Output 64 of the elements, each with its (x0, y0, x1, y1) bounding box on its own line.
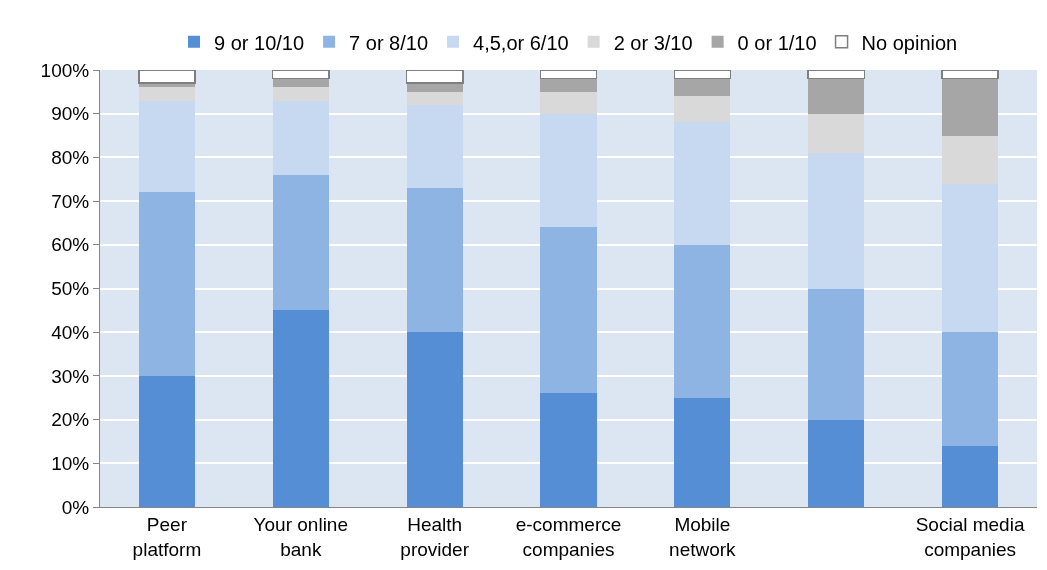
legend-label: 9 or 10/10 (214, 31, 305, 54)
y-tick-label: 10% (51, 452, 90, 474)
bar (406, 83, 463, 92)
bar (674, 78, 731, 97)
bar (272, 174, 329, 311)
legend-label: No opinion (861, 31, 958, 54)
bar (941, 332, 999, 446)
bar (138, 192, 196, 376)
bar (272, 78, 329, 88)
bar (807, 70, 866, 80)
bar (941, 445, 999, 507)
bar (674, 244, 731, 398)
y-tick-label: 60% (51, 234, 90, 256)
y-tick-label: 40% (51, 321, 90, 343)
bar (808, 419, 865, 507)
bar (540, 393, 597, 507)
bar (272, 100, 329, 175)
x-tick-label: Health provider (400, 513, 470, 560)
bar (138, 100, 196, 193)
y-tick-label: 70% (51, 190, 90, 212)
x-tick-label: Social media companies (915, 513, 1025, 560)
bar (673, 70, 732, 80)
y-tick-label: 50% (51, 278, 90, 300)
bar (808, 153, 865, 289)
bar (406, 187, 463, 333)
bar (808, 288, 865, 420)
bar (941, 70, 999, 80)
y-tick-label: 30% (51, 365, 90, 387)
y-tick-label: 0% (61, 496, 90, 518)
bar (272, 87, 329, 101)
bar (540, 227, 597, 394)
bar (540, 91, 597, 114)
bar (941, 135, 999, 184)
bar (674, 96, 731, 123)
y-tick-label: 20% (51, 409, 90, 431)
legend-label: 0 or 1/10 (737, 31, 817, 54)
bar (405, 70, 464, 84)
y-tick-label: 90% (51, 103, 90, 125)
legend-label: 2 or 3/10 (613, 31, 693, 54)
bar (941, 78, 999, 136)
legend-label: 7 or 8/10 (349, 31, 429, 54)
bar (674, 397, 731, 507)
x-tick-label: Peer platform (132, 513, 202, 560)
bar (808, 78, 865, 114)
x-tick-label: Your online bank (253, 513, 348, 560)
y-tick-label: 80% (51, 147, 90, 169)
legend-label: 4,5,or 6/10 (473, 31, 569, 54)
bar (138, 70, 196, 84)
bar (406, 91, 463, 105)
bar (138, 375, 196, 507)
bar (406, 332, 463, 507)
bar (406, 104, 463, 188)
bar (540, 113, 597, 228)
x-tick-label: Mobile network (669, 513, 737, 560)
bar (138, 87, 196, 101)
y-tick-label: 100% (40, 59, 90, 81)
x-tick-label: e-commerce companies (515, 513, 622, 560)
bar (941, 183, 999, 333)
bar (808, 113, 865, 154)
bar (271, 70, 330, 80)
bar (674, 122, 731, 245)
bar (539, 70, 598, 80)
bar (272, 310, 329, 507)
bar (540, 78, 597, 92)
